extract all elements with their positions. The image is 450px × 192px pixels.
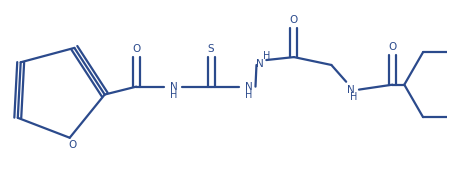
Text: H: H: [263, 51, 270, 61]
Text: N: N: [170, 82, 178, 92]
Text: O: O: [132, 44, 140, 54]
Text: H: H: [245, 89, 252, 99]
Text: H: H: [351, 93, 358, 103]
Text: O: O: [290, 15, 298, 25]
Text: S: S: [208, 44, 215, 54]
Text: H: H: [170, 89, 177, 99]
Text: N: N: [245, 82, 252, 92]
Text: O: O: [388, 42, 396, 52]
Text: N: N: [256, 59, 263, 69]
Text: N: N: [347, 85, 355, 95]
Text: O: O: [68, 140, 77, 150]
